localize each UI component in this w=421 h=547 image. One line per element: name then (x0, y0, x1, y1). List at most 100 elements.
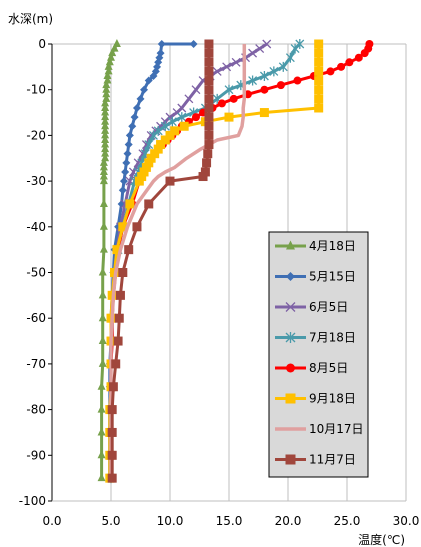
data-point-marker (204, 103, 214, 113)
data-point-marker (98, 336, 107, 345)
data-point-marker (212, 66, 222, 76)
data-point-marker (102, 84, 111, 93)
data-point-marker (200, 167, 210, 177)
legend-label: 8月5日 (309, 361, 348, 375)
data-point-marker (101, 139, 110, 148)
legend-entry: 10月17日 (275, 422, 364, 436)
data-point-marker (98, 267, 107, 276)
data-point-marker (101, 116, 110, 125)
data-point-marker (103, 70, 112, 79)
legend-label: 4月18日 (309, 239, 356, 253)
data-point-marker (260, 85, 269, 94)
data-point-marker (101, 98, 110, 107)
y-tick-label: -50 (26, 266, 46, 280)
data-point-marker (99, 166, 108, 175)
data-point-marker (204, 48, 214, 58)
y-tick-label: -10 (26, 83, 46, 97)
data-point-marker (141, 162, 151, 172)
data-point-marker (99, 157, 108, 166)
series-group (97, 39, 121, 482)
data-point-marker (204, 112, 214, 122)
data-point-marker (121, 167, 130, 176)
data-point-marker (156, 140, 166, 150)
data-point-marker (222, 62, 232, 72)
data-point-marker (191, 113, 200, 122)
data-point-marker (102, 80, 111, 89)
data-point-marker (99, 244, 108, 253)
data-point-marker (314, 76, 324, 86)
y-tick-label: -100 (19, 494, 46, 508)
data-point-marker (202, 158, 212, 168)
data-point-marker (144, 158, 154, 168)
data-point-marker (204, 130, 214, 140)
data-point-marker (101, 153, 110, 162)
data-point-marker (125, 131, 134, 140)
data-point-marker (101, 134, 110, 143)
legend-entry: 5月15日 (275, 270, 356, 284)
y-tick-label: -40 (26, 220, 46, 234)
data-point-marker (314, 94, 324, 104)
data-point-marker (153, 144, 163, 154)
data-point-marker (354, 53, 363, 62)
data-point-marker (132, 103, 141, 112)
x-tick-label: 10.0 (157, 514, 184, 528)
series-group (107, 39, 214, 483)
data-point-marker (103, 75, 112, 84)
legend-entry: 9月18日 (275, 392, 356, 406)
data-point-marker (97, 404, 106, 413)
data-point-marker (101, 102, 110, 111)
data-point-marker (345, 58, 354, 67)
data-point-marker (107, 52, 115, 61)
legend-entry: 8月5日 (275, 361, 348, 375)
x-tick-label: 0.0 (42, 514, 61, 528)
data-point-marker (184, 94, 194, 104)
data-point-marker (101, 112, 110, 121)
series-layer (97, 39, 374, 484)
data-point-marker (98, 290, 107, 299)
data-point-marker (177, 112, 187, 123)
data-point-marker (314, 57, 324, 67)
data-point-marker (99, 198, 108, 207)
data-point-marker (97, 473, 106, 482)
x-tick-label: 30.0 (393, 514, 420, 528)
data-point-marker (200, 117, 210, 127)
data-point-marker (108, 382, 118, 392)
data-point-marker (165, 130, 175, 140)
y-tick-label: -30 (26, 174, 46, 188)
data-point-marker (125, 199, 135, 209)
data-point-marker (107, 450, 117, 460)
y-tick-label: -60 (26, 311, 46, 325)
data-point-marker (204, 76, 214, 86)
legend-box (268, 231, 369, 478)
data-point-marker (99, 221, 108, 230)
data-point-marker (286, 363, 295, 373)
data-point-marker (99, 162, 108, 171)
data-point-marker (285, 52, 295, 63)
y-tick-label: -80 (26, 403, 46, 417)
data-point-marker (114, 313, 124, 323)
data-point-marker (149, 130, 158, 141)
data-point-marker (204, 94, 214, 104)
data-point-marker (139, 167, 149, 177)
data-point-marker (167, 116, 177, 127)
axes: 0.0 5.0 10.0 15.0 20.0 25.0 30.0 0 -10 -20 -30 -40 -… (19, 37, 420, 528)
legend-entry: 4月18日 (275, 239, 356, 253)
data-point-marker (262, 39, 272, 49)
data-point-marker (124, 140, 133, 149)
legend-label: 6月5日 (309, 300, 348, 314)
data-point-marker (101, 107, 110, 116)
data-point-marker (108, 48, 117, 57)
legend-entry: 6月5日 (275, 300, 348, 314)
data-point-marker (160, 135, 170, 145)
data-point-marker (224, 84, 234, 95)
y-axis-title: 水深(m) (8, 12, 53, 26)
data-point-marker (204, 57, 214, 67)
data-point-marker (326, 67, 335, 76)
data-point-marker (136, 94, 145, 103)
data-point-marker (101, 121, 110, 130)
y-tick-label: -90 (26, 448, 46, 462)
data-point-marker (285, 393, 296, 404)
series-line (109, 44, 247, 479)
data-point-marker (204, 39, 214, 49)
